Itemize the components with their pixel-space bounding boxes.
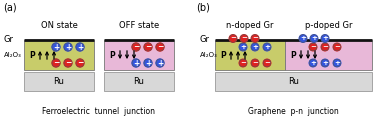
Text: +: + [77, 42, 83, 51]
Text: −: − [310, 44, 316, 50]
Circle shape [321, 43, 329, 51]
Bar [104, 72, 174, 91]
Circle shape [132, 59, 140, 67]
Bar [215, 40, 285, 70]
Circle shape [240, 35, 248, 42]
Circle shape [239, 59, 247, 67]
Circle shape [310, 35, 318, 42]
Text: +: + [53, 42, 59, 51]
Text: Ferroelectric  tunnel  junction: Ferroelectric tunnel junction [42, 107, 155, 115]
Circle shape [229, 35, 237, 42]
Text: +: + [65, 42, 71, 51]
Text: OFF state: OFF state [119, 22, 159, 30]
Circle shape [156, 59, 164, 67]
Text: P: P [220, 50, 226, 59]
Text: Ru: Ru [133, 77, 144, 86]
Bar [285, 40, 372, 70]
Circle shape [132, 43, 140, 51]
Circle shape [64, 43, 72, 51]
Bar [104, 40, 174, 70]
Text: +: + [310, 60, 316, 66]
Text: n-doped Gr: n-doped Gr [226, 22, 274, 30]
Text: +: + [322, 35, 328, 42]
Text: −: − [53, 58, 59, 67]
Text: −: − [230, 35, 236, 42]
Circle shape [64, 59, 72, 67]
Circle shape [333, 43, 341, 51]
Text: +: + [240, 44, 246, 50]
Bar [215, 72, 372, 91]
Text: −: − [145, 42, 151, 51]
Circle shape [321, 59, 329, 67]
Text: −: − [133, 42, 139, 51]
Text: +: + [334, 60, 340, 66]
Circle shape [333, 59, 341, 67]
Text: +: + [264, 44, 270, 50]
Text: −: − [334, 44, 340, 50]
Text: Al₂O₃: Al₂O₃ [4, 52, 22, 58]
Circle shape [251, 35, 259, 42]
Circle shape [156, 43, 164, 51]
Text: Ru: Ru [288, 77, 299, 86]
Circle shape [251, 59, 259, 67]
Text: +: + [157, 58, 163, 67]
Bar [24, 72, 94, 91]
Text: −: − [77, 58, 83, 67]
Text: −: − [264, 60, 270, 66]
Circle shape [309, 59, 317, 67]
Circle shape [52, 59, 60, 67]
Text: −: − [252, 60, 258, 66]
Text: +: + [322, 60, 328, 66]
Text: ON state: ON state [40, 22, 77, 30]
Text: −: − [240, 60, 246, 66]
Text: Gr: Gr [200, 35, 210, 45]
Circle shape [76, 59, 84, 67]
Circle shape [309, 43, 317, 51]
Text: +: + [252, 44, 258, 50]
Text: Graphene  p-n  junction: Graphene p-n junction [248, 107, 339, 115]
Bar [24, 40, 94, 70]
Circle shape [263, 43, 271, 51]
Text: +: + [133, 58, 139, 67]
Circle shape [76, 43, 84, 51]
Text: Ru: Ru [54, 77, 64, 86]
Circle shape [321, 35, 329, 42]
Circle shape [144, 43, 152, 51]
Circle shape [239, 43, 247, 51]
Text: (a): (a) [3, 2, 17, 12]
Text: +: + [311, 35, 317, 42]
Text: (b): (b) [196, 2, 210, 12]
Text: −: − [322, 44, 328, 50]
Text: −: − [65, 58, 71, 67]
Text: −: − [157, 42, 163, 51]
Circle shape [263, 59, 271, 67]
Text: Al₂O₃: Al₂O₃ [200, 52, 218, 58]
Circle shape [144, 59, 152, 67]
Circle shape [52, 43, 60, 51]
Text: P: P [29, 50, 35, 59]
Text: Gr: Gr [4, 35, 14, 45]
Text: −: − [252, 35, 258, 42]
Text: +: + [145, 58, 151, 67]
Text: P: P [290, 50, 296, 59]
Circle shape [299, 35, 307, 42]
Circle shape [251, 43, 259, 51]
Text: p-doped Gr: p-doped Gr [305, 22, 352, 30]
Text: P: P [109, 50, 115, 59]
Text: +: + [300, 35, 306, 42]
Text: −: − [241, 35, 247, 42]
